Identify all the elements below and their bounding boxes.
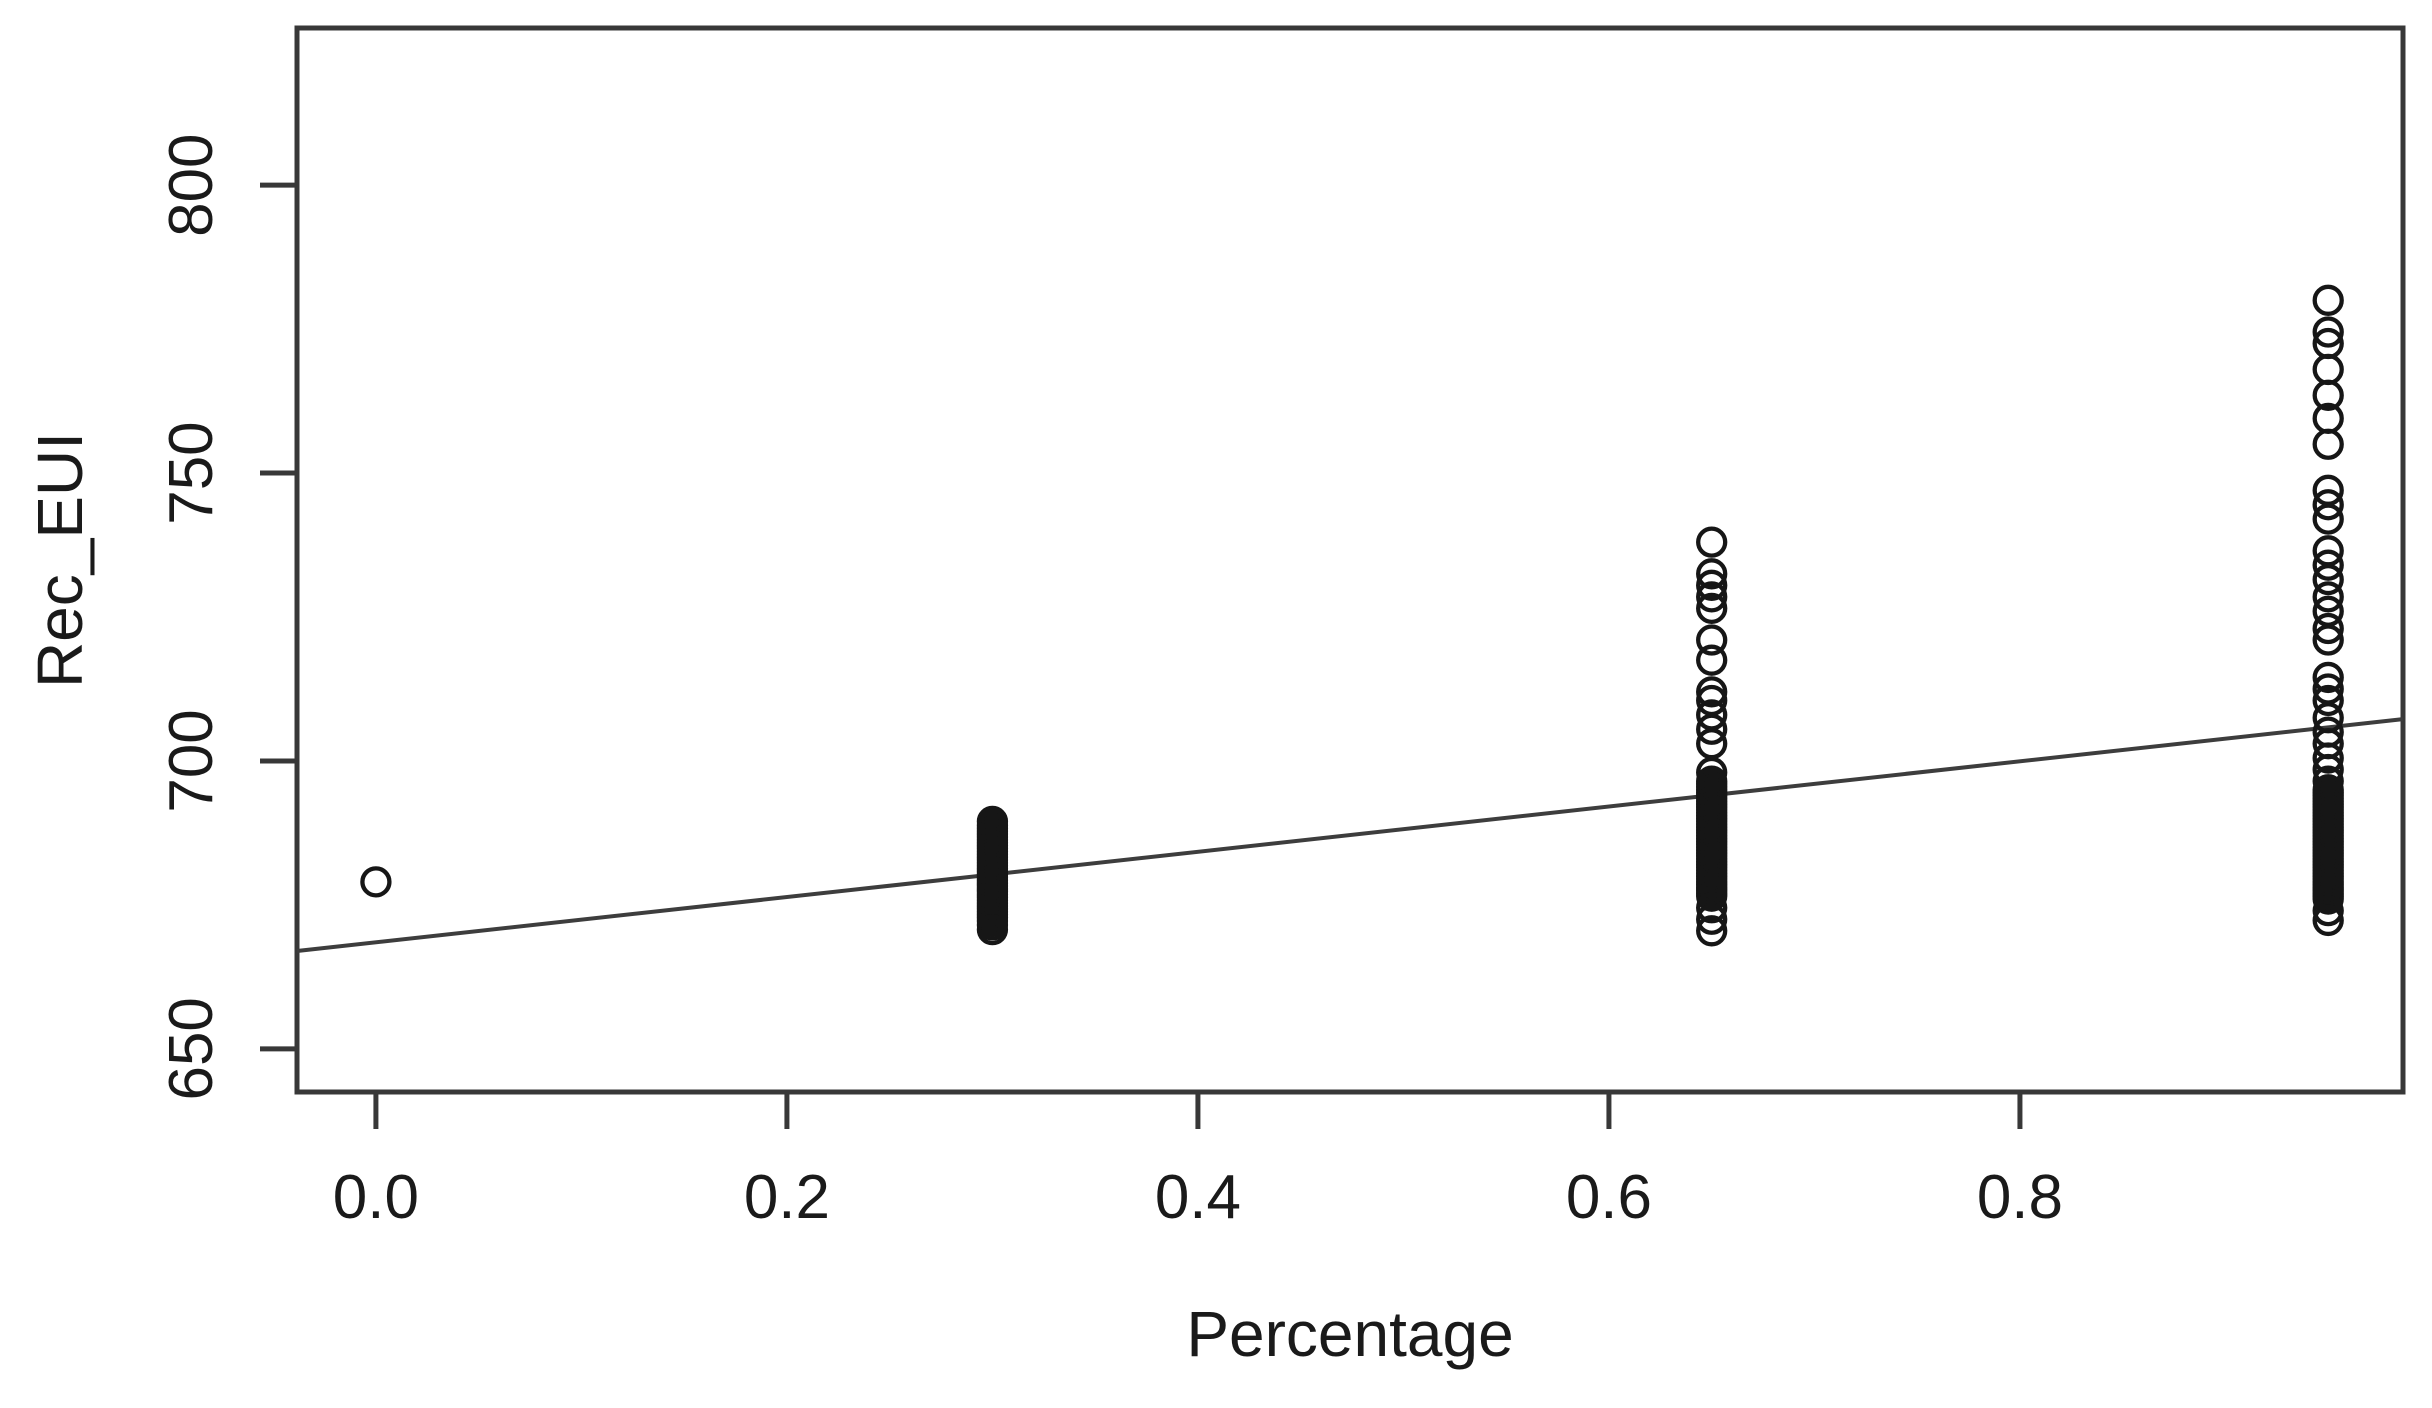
data-point (1696, 592, 1728, 625)
data-point (1696, 581, 1728, 613)
data-point (2312, 883, 2344, 915)
data-point (2312, 742, 2344, 774)
plot-box (294, 25, 2406, 1095)
y-tick-label: 800 (157, 133, 226, 236)
data-point (2312, 894, 2344, 927)
y-tick-label: 750 (157, 421, 226, 524)
data-point (2312, 353, 2344, 386)
x-tick-label: 0.4 (1155, 1163, 1241, 1232)
data-point (2312, 489, 2344, 521)
data-point (2312, 379, 2344, 411)
x-tick-label: 0.2 (744, 1163, 830, 1232)
data-point (1696, 569, 1728, 601)
y-tick-label: 700 (157, 709, 226, 812)
data-point (1696, 558, 1728, 590)
data-point (2312, 612, 2344, 645)
data-point (2312, 581, 2344, 613)
data-point (1696, 880, 1728, 912)
data-point (976, 913, 1009, 946)
x-tick-label: 0.6 (1566, 1163, 1652, 1232)
data-point (360, 866, 392, 898)
regression-line (296, 717, 2404, 953)
x-axis-title: Percentage (1186, 1298, 1513, 1370)
data-point (2312, 549, 2344, 581)
data-point (1696, 915, 1728, 947)
y-axis: 650 700 750 800 (157, 133, 297, 1101)
x-tick-label: 0.0 (333, 1163, 419, 1232)
data-point (2312, 563, 2344, 596)
data-point (2312, 661, 2344, 694)
data-point (1696, 892, 1728, 924)
data-point (2312, 904, 2344, 937)
x-tick-label: 0.8 (1977, 1163, 2063, 1232)
y-tick-label: 650 (157, 997, 226, 1100)
data-point (2312, 684, 2344, 717)
y-axis-title: Rec_EUI (24, 432, 96, 688)
data-point (2312, 284, 2344, 316)
data-point (1696, 713, 1728, 745)
data-point (1696, 644, 1728, 676)
data-point (1696, 903, 1728, 935)
data-point (1696, 624, 1728, 656)
data-point (2312, 428, 2344, 460)
x-axis: 0.0 0.2 0.4 0.6 0.8 (333, 1092, 2063, 1232)
data-point (1696, 526, 1728, 558)
data-points (360, 284, 2344, 947)
data-point (2312, 624, 2344, 656)
data-point (2312, 316, 2344, 348)
data-point (1696, 676, 1728, 708)
data-point (2312, 503, 2344, 535)
